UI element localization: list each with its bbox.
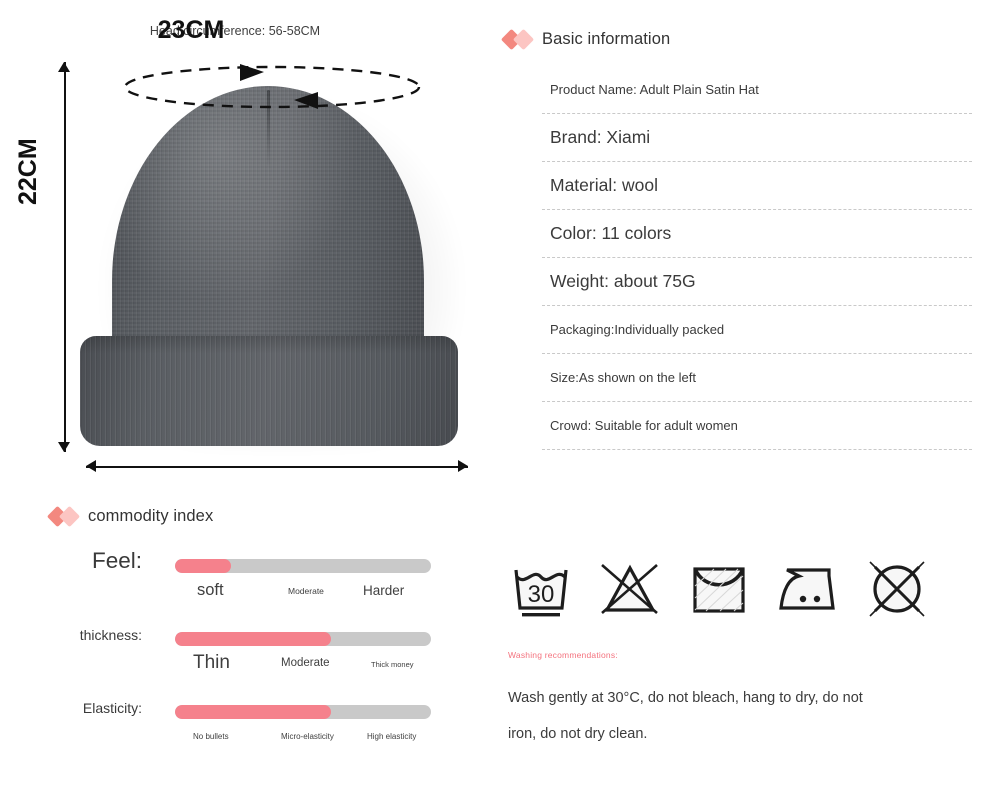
info-row: Brand: Xiami xyxy=(542,114,972,162)
iron-two-dots-icon xyxy=(779,568,835,610)
commodity-index-heading: commodity index xyxy=(46,505,490,528)
basic-information-heading: Basic information xyxy=(500,28,966,51)
index-row-elasticity: Elasticity: No bullets Micro-elasticity … xyxy=(0,699,490,772)
scale-label: High elasticity xyxy=(367,732,417,741)
info-row: Weight: about 75G xyxy=(542,258,972,306)
diamond-bullet-icon xyxy=(500,28,542,51)
basic-information-list: Product Name: Adult Plain Satin Hat Bran… xyxy=(542,66,972,450)
info-row-text: Color: 11 colors xyxy=(550,223,672,243)
info-row: Color: 11 colors xyxy=(542,210,972,258)
index-row-feel: Feel: soft Moderate Harder xyxy=(0,548,490,626)
scale-label: Harder xyxy=(363,583,405,598)
wash-30-gentle-icon: 30 xyxy=(514,569,568,617)
index-row-label: Elasticity: xyxy=(82,700,142,716)
wash-temperature-text: 30 xyxy=(528,581,555,608)
index-row-label: thickness: xyxy=(79,627,142,643)
commodity-index-rows: Feel: soft Moderate Harder thickness: Th… xyxy=(0,548,490,772)
info-row-text: Product Name: Adult Plain Satin Hat xyxy=(550,82,759,97)
head-circumference-label: Head circumference: 56-58CM xyxy=(149,24,321,38)
beanie-hat-image xyxy=(80,86,462,446)
thickness-progress-bar xyxy=(175,632,431,646)
info-row: Material: wool xyxy=(542,162,972,210)
commodity-index-section: commodity index Feel: soft Moderate Hard… xyxy=(0,505,490,772)
thickness-progress-fill xyxy=(175,632,332,646)
diamond-bullet-icon xyxy=(46,505,88,528)
care-instructions-section: 30 xyxy=(506,556,966,752)
do-not-dry-clean-icon xyxy=(869,561,925,617)
basic-information-section: Basic information Product Name: Adult Pl… xyxy=(500,28,972,450)
scale-label: Micro-elasticity xyxy=(281,732,334,741)
info-row-text: Packaging:Individually packed xyxy=(550,322,725,337)
commodity-index-title: commodity index xyxy=(88,506,214,525)
scale-label: Thin xyxy=(193,652,230,673)
elasticity-progress-fill xyxy=(175,705,332,719)
hat-illustration xyxy=(62,58,472,453)
height-dimension-arrow xyxy=(58,62,72,452)
elasticity-progress-bar xyxy=(175,705,431,719)
hat-size-diagram: Head circumference: 56-58CM 22CM xyxy=(0,0,490,500)
info-row-text: Brand: Xiami xyxy=(550,127,651,147)
height-dimension-label: 22CM xyxy=(14,138,42,205)
care-symbols-row: 30 xyxy=(506,556,966,622)
do-not-bleach-icon xyxy=(601,564,658,614)
feel-progress-fill xyxy=(175,559,232,573)
info-row-text: Crowd: Suitable for adult women xyxy=(550,418,738,433)
scale-label: soft xyxy=(197,581,224,599)
thickness-scale-labels: Thin Moderate Thick money xyxy=(175,652,431,682)
scale-label: Moderate xyxy=(288,586,324,596)
width-dimension-arrow xyxy=(86,460,468,474)
circumference-ellipse-icon xyxy=(123,64,421,109)
info-row: Packaging:Individually packed xyxy=(542,306,972,354)
scale-label: No bullets xyxy=(193,732,229,741)
elasticity-scale-labels: No bullets Micro-elasticity High elastic… xyxy=(175,725,431,755)
scale-label: Moderate xyxy=(281,657,330,669)
info-row-text: Material: wool xyxy=(550,175,658,195)
info-row: Product Name: Adult Plain Satin Hat xyxy=(542,66,972,114)
info-row-text: Weight: about 75G xyxy=(550,271,696,291)
basic-information-title: Basic information xyxy=(542,29,671,48)
hat-cuff xyxy=(80,336,458,446)
index-row-label: Feel: xyxy=(91,548,142,573)
washing-recommendations-label: Washing recommendations: xyxy=(508,650,618,660)
info-row: Size:As shown on the left xyxy=(542,354,972,402)
info-row: Crowd: Suitable for adult women xyxy=(542,402,972,450)
feel-progress-bar xyxy=(175,559,431,573)
width-dimension-label: 23CM xyxy=(157,16,225,44)
index-row-thickness: thickness: Thin Moderate Thick money xyxy=(0,626,490,699)
washing-recommendations-text: Wash gently at 30°C, do not bleach, hang… xyxy=(508,690,863,742)
hang-to-dry-icon xyxy=(693,567,745,613)
info-row-text: Size:As shown on the left xyxy=(550,370,696,385)
feel-scale-labels: soft Moderate Harder xyxy=(175,579,431,609)
scale-label: Thick money xyxy=(371,660,414,669)
